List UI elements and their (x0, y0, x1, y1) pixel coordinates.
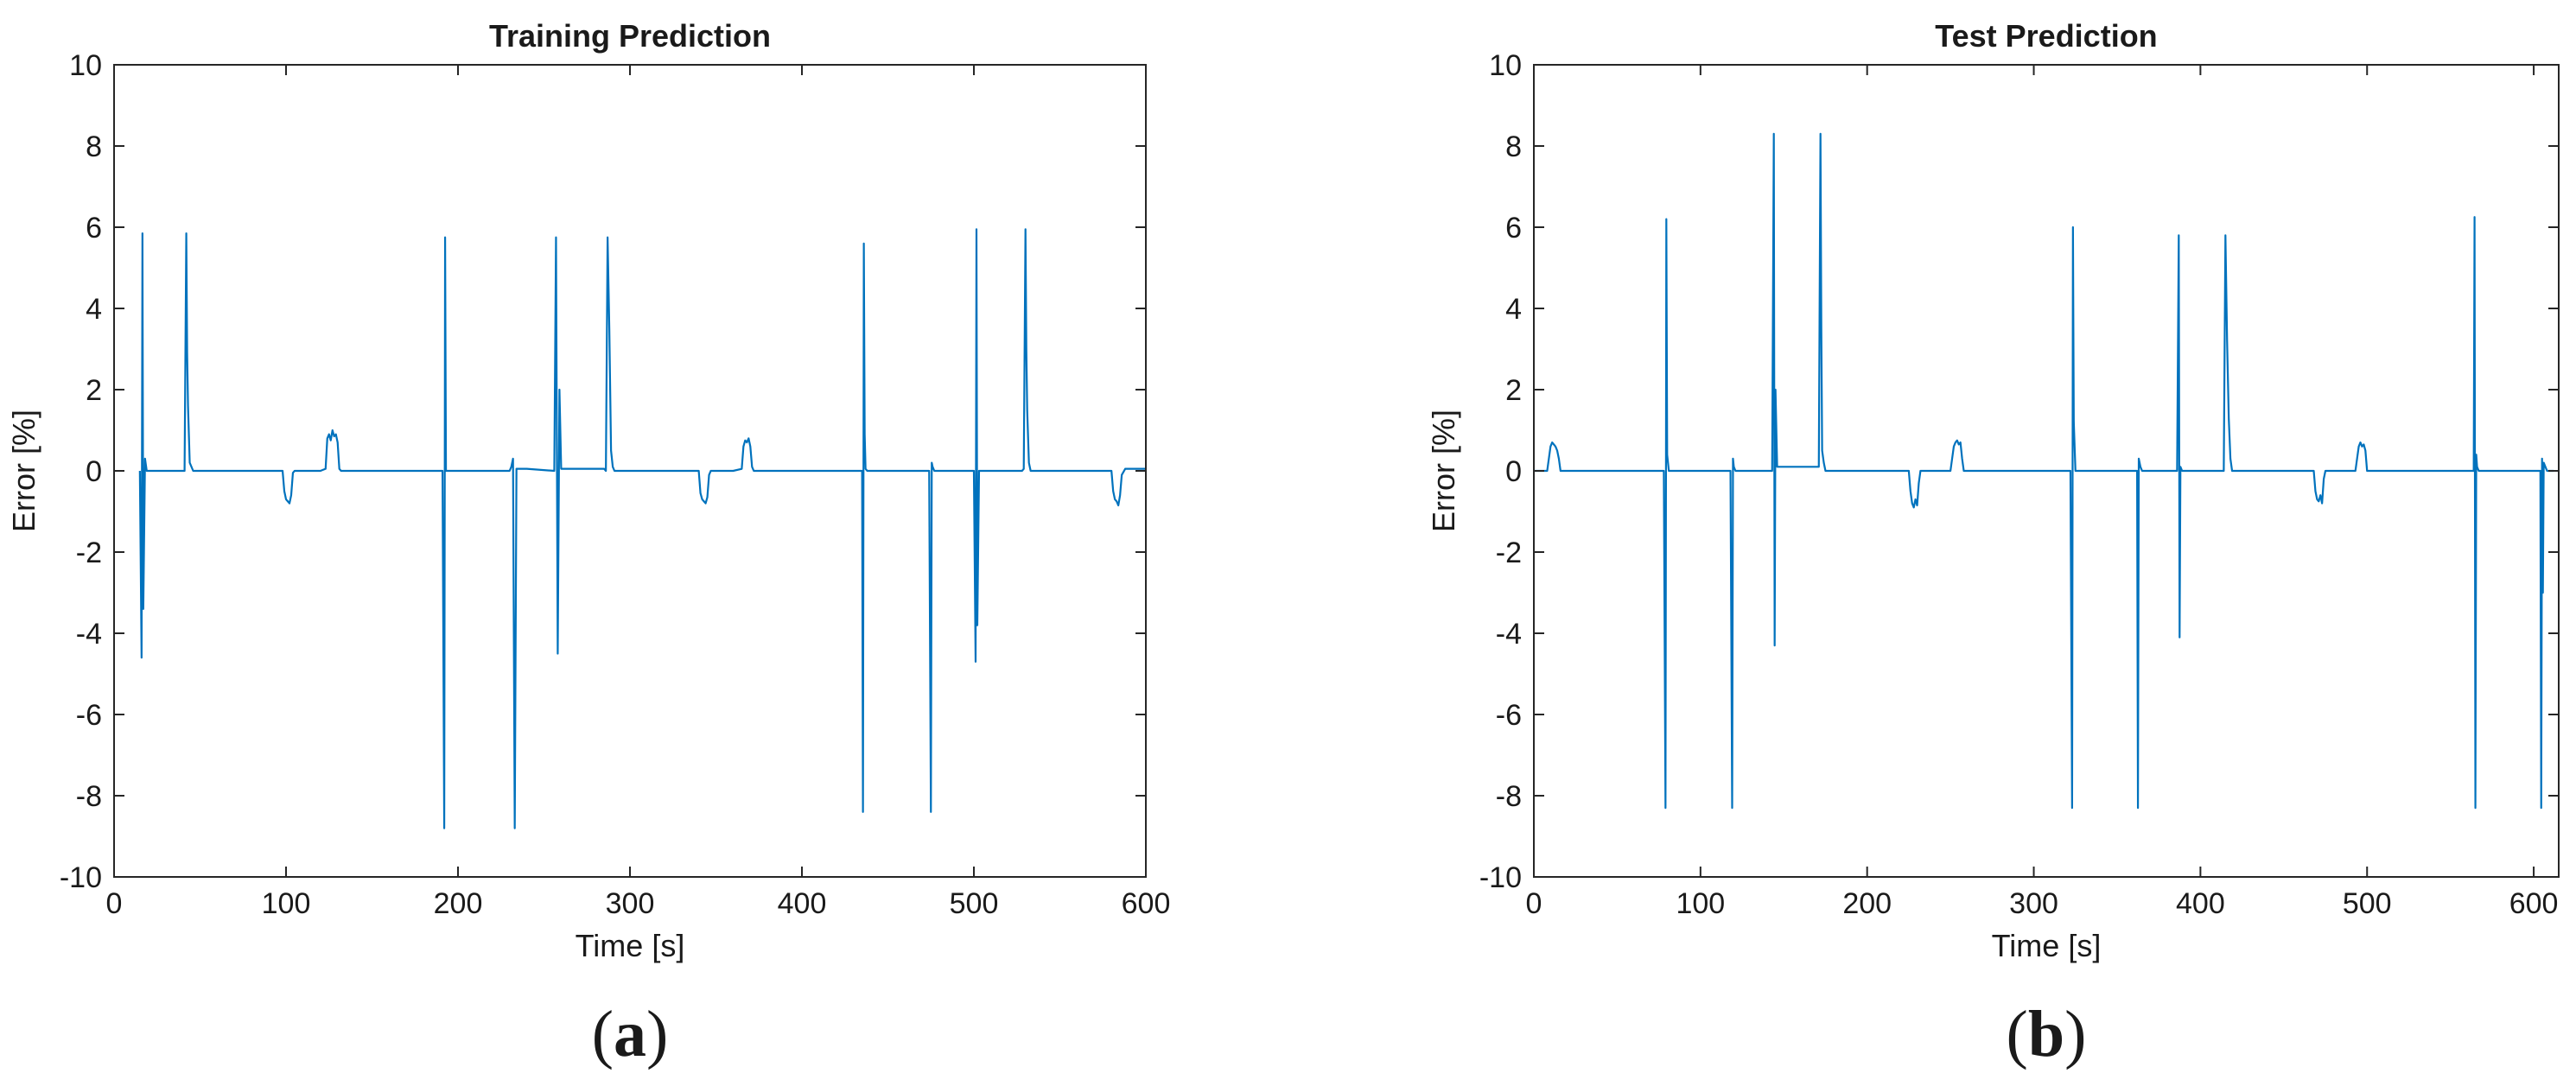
y-tick-label: 10 (1489, 49, 1522, 82)
chart-title: Training Prediction (489, 18, 771, 54)
y-tick-label: 10 (69, 49, 102, 82)
y-tick-label: 4 (1505, 293, 1522, 326)
y-tick-label: -2 (1496, 537, 1522, 569)
y-tick-label: 2 (1505, 374, 1522, 407)
x-tick-label: 500 (2343, 887, 2392, 920)
x-tick-label: 300 (2009, 887, 2058, 920)
x-tick-label: 300 (606, 887, 655, 920)
y-tick-label: -6 (1496, 699, 1522, 732)
y-tick-label: 4 (86, 293, 102, 326)
y-axis-label: Error [%] (1426, 410, 1461, 532)
y-tick-label: 0 (1505, 455, 1522, 488)
x-tick-label: 600 (2509, 887, 2559, 920)
y-tick-label: 8 (86, 130, 102, 163)
y-tick-label: 8 (1505, 130, 1522, 163)
y-tick-label: -4 (76, 618, 102, 651)
y-tick-label: 2 (86, 374, 102, 407)
x-tick-label: 200 (1842, 887, 1892, 920)
x-tick-label: 400 (778, 887, 827, 920)
x-axis-label: Time [s] (1992, 928, 2102, 963)
x-axis-label: Time [s] (576, 928, 685, 963)
y-tick-label: -10 (1479, 861, 1522, 894)
y-tick-label: -6 (76, 699, 102, 732)
y-tick-label: 0 (86, 455, 102, 488)
panel-label: (b) (2007, 998, 2087, 1070)
y-tick-label: 6 (86, 212, 102, 245)
y-tick-label: -8 (76, 780, 102, 813)
y-tick-label: -10 (60, 861, 102, 894)
y-tick-label: 6 (1505, 212, 1522, 245)
x-tick-label: 400 (2176, 887, 2225, 920)
x-tick-label: 200 (434, 887, 483, 920)
y-tick-label: -2 (76, 537, 102, 569)
y-tick-label: -8 (1496, 780, 1522, 813)
x-tick-label: 0 (1526, 887, 1542, 920)
test-prediction-panel: 0 100 200 300 400 500 600 -10 -8 -6 -4 -2 0 2 4 6 8 10 Tes… (1426, 18, 2560, 1070)
chart-title: Test Prediction (1935, 18, 2157, 54)
y-axis-label: Error [%] (6, 410, 41, 532)
x-tick-label: 100 (262, 887, 311, 920)
x-tick-label: 0 (106, 887, 123, 920)
x-tick-label: 500 (950, 887, 999, 920)
x-tick-label: 100 (1676, 887, 1725, 920)
x-tick-label: 600 (1122, 887, 1171, 920)
y-tick-label: -4 (1496, 618, 1522, 651)
training-prediction-panel: 0 100 200 300 400 500 600 -10 -8 -6 -4 -2 0 2 4 6 8 10 Tra… (6, 18, 1170, 1070)
series-line (138, 228, 1146, 829)
panel-label: (a) (592, 998, 669, 1070)
series-line (1534, 132, 2554, 810)
